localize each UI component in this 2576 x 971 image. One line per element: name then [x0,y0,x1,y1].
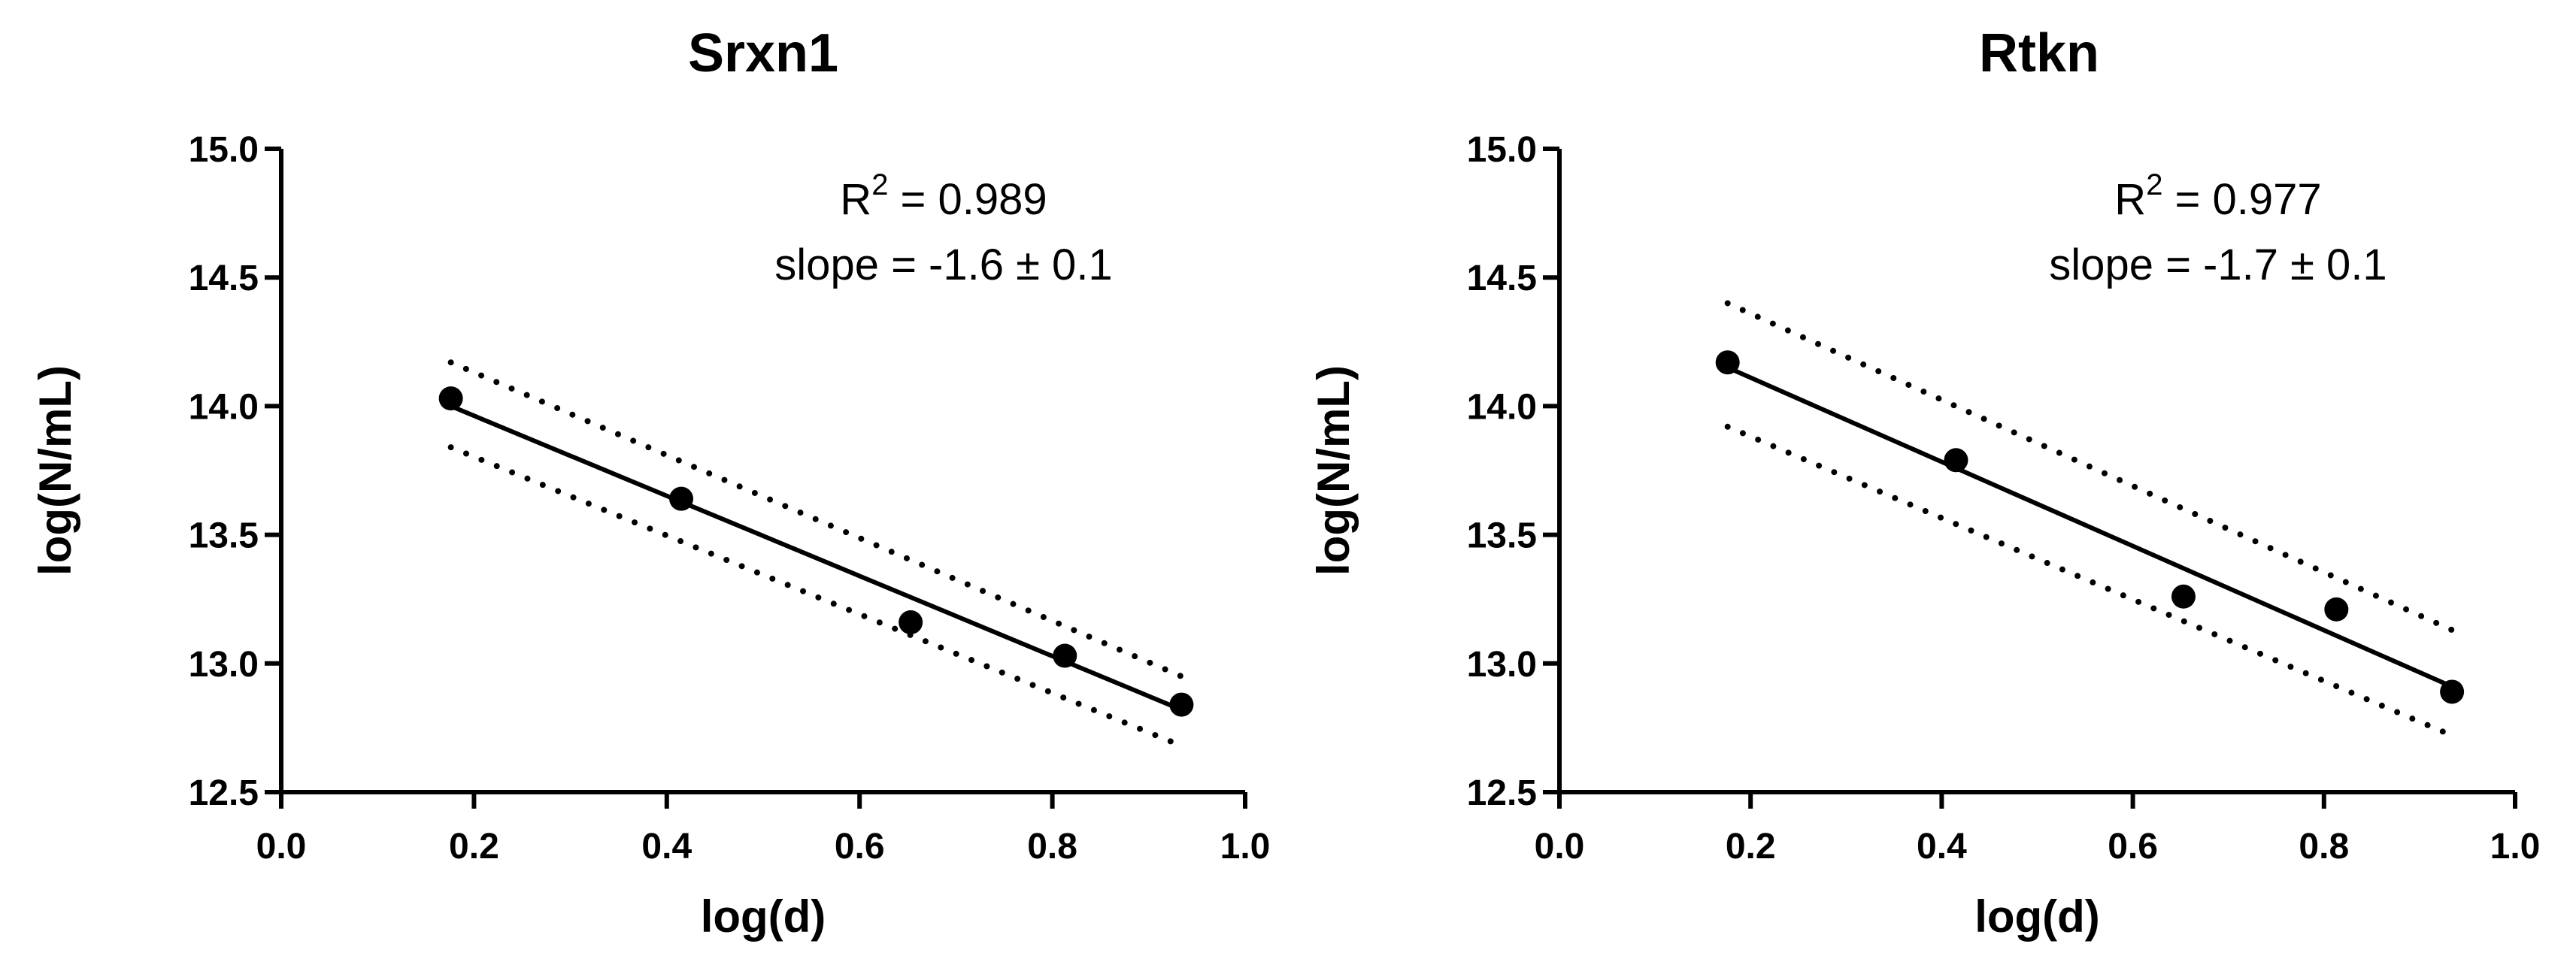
data-point [1715,350,1740,375]
y-tick-label: 14.0 [1467,387,1537,427]
x-tick-label: 0.2 [449,827,499,867]
y-tick-label: 14.0 [189,387,259,427]
y-tick-label: 14.5 [189,259,259,298]
confidence-band-upper [1724,300,2456,634]
chart-panel-1: Rtkn 12.5 13.0 13.5 14.0 14.5 15.0 0.0 0.2 0.4 0.6… [1308,23,2540,942]
confidence-band-lower [447,444,1185,749]
x-tick-label: 0.8 [1027,827,1077,867]
x-tick-label: 0.6 [835,827,885,867]
y-tick-label: 15.0 [1467,130,1537,170]
y-tick-label: 13.5 [189,516,259,556]
data-point [438,386,463,411]
confidence-band-upper [447,359,1185,679]
x-tick-label: 1.0 [1220,827,1271,867]
data-point [2440,679,2465,704]
confidence-band-lower [1724,423,2456,739]
x-tick-label: 0.0 [256,827,307,867]
data-point [2324,597,2349,622]
y-tick-label: 13.0 [1467,645,1537,685]
slope-label: slope = -1.7 ± 0.1 [2049,240,2387,289]
chart-title: Srxn1 [688,23,838,83]
y-tick-label: 12.5 [1467,773,1537,813]
r-squared-label: R2 = 0.989 [840,168,1047,224]
x-tick-label: 0.2 [1726,827,1776,867]
regression-line [1726,365,2453,689]
chart-title: Rtkn [1979,23,2099,83]
slope-label: slope = -1.6 ± 0.1 [774,240,1112,289]
x-axis-label: log(d) [1974,891,2100,942]
x-tick-label: 0.4 [641,827,692,867]
data-point [2171,584,2196,609]
data-point [669,486,694,511]
y-tick-label: 13.5 [1467,516,1537,556]
x-tick-label: 0.0 [1535,827,1585,867]
data-point [1053,643,1077,668]
y-tick-label: 15.0 [189,130,259,170]
data-point [1169,692,1194,717]
x-tick-label: 0.6 [2108,827,2158,867]
x-tick-label: 0.8 [2299,827,2349,867]
chart-panel-0: Srxn1 12.5 13.0 13.5 14.0 14.5 15.0 0.0 0.2 0.4 0.… [30,23,1270,942]
y-tick-label: 13.0 [189,645,259,685]
data-point [1944,448,1968,473]
data-point [899,610,923,635]
x-axis-label: log(d) [701,891,826,942]
x-tick-label: 0.4 [1917,827,1967,867]
y-tick-label: 12.5 [189,773,259,813]
y-axis-label: log(N/mL) [30,365,80,576]
y-axis-label: log(N/mL) [1308,365,1359,576]
x-tick-label: 1.0 [2490,827,2541,867]
r-squared-label: R2 = 0.977 [2114,168,2321,224]
y-tick-label: 14.5 [1467,259,1537,298]
